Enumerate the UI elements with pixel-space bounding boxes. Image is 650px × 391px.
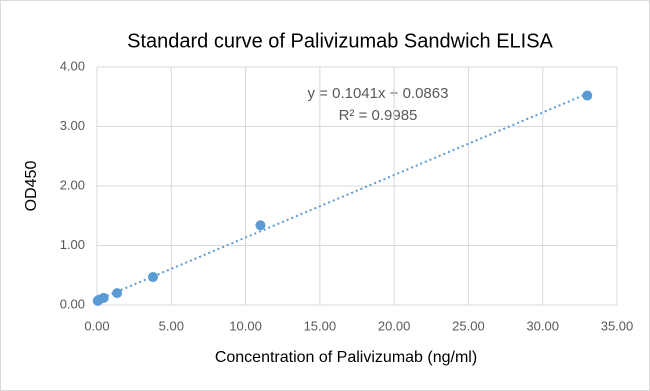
point — [582, 90, 593, 101]
y-tick-label: 3.00 — [60, 118, 85, 133]
y-tick-label: 2.00 — [60, 177, 85, 192]
point — [112, 288, 123, 299]
chart-title: Standard curve of Palivizumab Sandwich E… — [127, 30, 553, 52]
x-tick-label: 30.00 — [526, 318, 559, 333]
x-tick-label: 20.00 — [378, 318, 411, 333]
y-axis-label: OD450 — [23, 161, 40, 212]
x-tick-label: 35.00 — [601, 318, 634, 333]
equation: y = 0.1041x + 0.0863 — [308, 85, 449, 102]
y-tick-label: 0.00 — [60, 296, 85, 311]
x-tick-label: 10.00 — [229, 318, 262, 333]
r-squared: R² = 0.9985 — [339, 107, 418, 124]
point — [148, 272, 159, 283]
x-tick-label: 15.00 — [304, 318, 337, 333]
y-tick-label: 1.00 — [60, 237, 85, 252]
x-tick-label: 25.00 — [452, 318, 485, 333]
x-tick-label: 0.00 — [84, 318, 109, 333]
point — [98, 292, 109, 303]
y-tick-label: 4.00 — [60, 58, 85, 73]
trendline — [97, 92, 588, 301]
x-tick-label: 5.00 — [159, 318, 184, 333]
point — [255, 220, 266, 231]
x-axis-label: Concentration of Palivizumab (ng/ml) — [215, 349, 477, 366]
